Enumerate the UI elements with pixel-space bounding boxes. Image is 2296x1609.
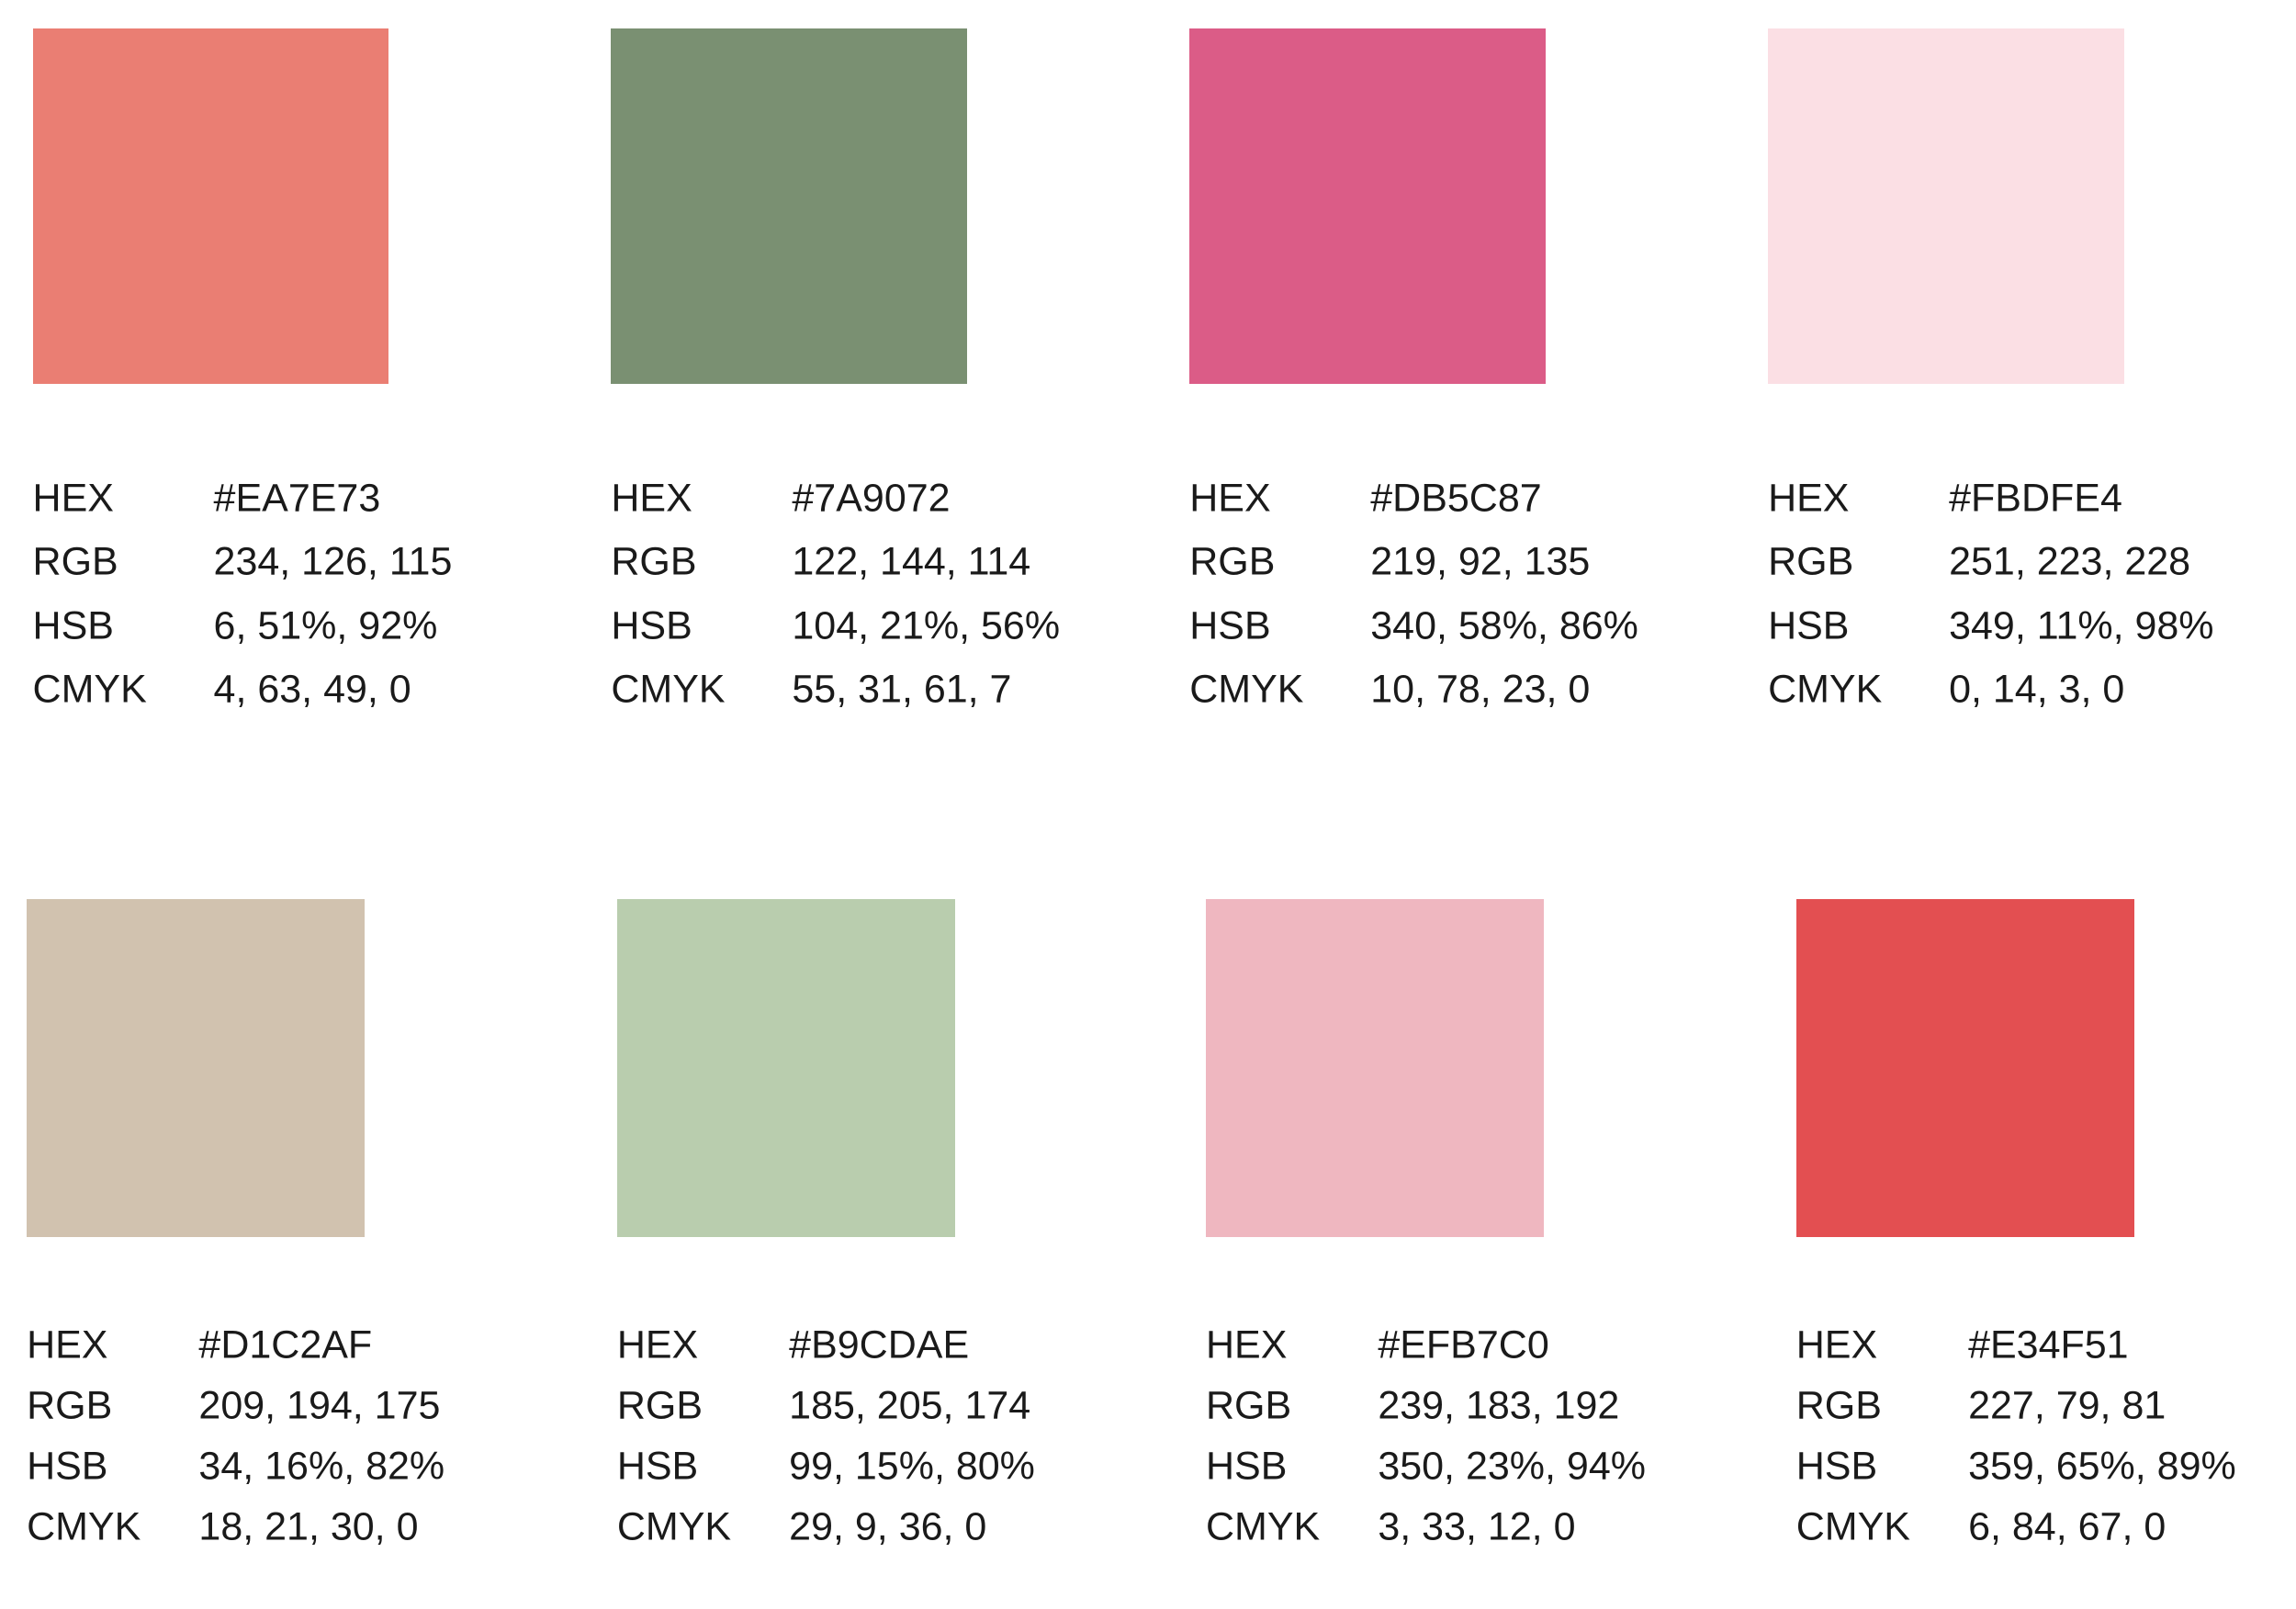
rgb-label: RGB [616, 1383, 703, 1428]
cmyk-value: 4, 63, 49, 0 [213, 667, 411, 712]
cmyk-label: CMYK [611, 667, 726, 712]
hex-label: HEX [611, 476, 692, 521]
hsb-value: 99, 15%, 80% [789, 1444, 1035, 1489]
hex-label: HEX [1205, 1322, 1288, 1367]
color-swatch [1189, 28, 1546, 385]
color-swatch [32, 28, 389, 385]
hex-label: HEX [616, 1322, 699, 1367]
color-swatch [1205, 898, 1545, 1237]
rgb-label: RGB [1205, 1383, 1292, 1428]
hex-label: HEX [1768, 476, 1850, 521]
rgb-value: 227, 79, 81 [1968, 1383, 2167, 1428]
rgb-label: RGB [1189, 539, 1276, 584]
hsb-label: HSB [611, 603, 692, 648]
cmyk-value: 6, 84, 67, 0 [1968, 1504, 2167, 1549]
rgb-value: 122, 144, 114 [792, 539, 1031, 584]
hsb-label: HSB [616, 1444, 699, 1489]
hsb-label: HSB [1768, 603, 1850, 648]
hsb-value: 349, 11%, 98% [1949, 603, 2214, 648]
hsb-value: 340, 58%, 86% [1370, 603, 1638, 648]
rgb-label: RGB [32, 539, 118, 584]
hsb-label: HSB [32, 603, 114, 648]
hex-value: #FBDFE4 [1949, 476, 2122, 521]
cmyk-value: 10, 78, 23, 0 [1370, 667, 1591, 712]
cmyk-value: 3, 33, 12, 0 [1378, 1504, 1576, 1549]
hsb-label: HSB [1795, 1444, 1878, 1489]
rgb-label: RGB [1795, 1383, 1882, 1428]
rgb-value: 234, 126, 115 [213, 539, 453, 584]
hex-value: #E34F51 [1968, 1322, 2129, 1367]
hex-label: HEX [32, 476, 114, 521]
cmyk-value: 0, 14, 3, 0 [1949, 667, 2125, 712]
color-swatch [27, 898, 366, 1237]
hsb-value: 104, 21%, 56% [792, 603, 1061, 648]
hex-label: HEX [27, 1322, 108, 1367]
hex-value: #7A9072 [792, 476, 951, 521]
hsb-label: HSB [27, 1444, 108, 1489]
color-swatch [616, 898, 956, 1237]
rgb-value: 219, 92, 135 [1370, 539, 1591, 584]
hex-label: HEX [1189, 476, 1271, 521]
rgb-value: 251, 223, 228 [1949, 539, 2191, 584]
rgb-label: RGB [611, 539, 697, 584]
hex-value: #EFB7C0 [1378, 1322, 1549, 1367]
hex-value: #D1C2AF [198, 1322, 373, 1367]
hex-value: #EA7E73 [213, 476, 381, 521]
rgb-value: 209, 194, 175 [198, 1383, 441, 1428]
cmyk-value: 55, 31, 61, 7 [792, 667, 1012, 712]
rgb-value: 185, 205, 174 [789, 1383, 1031, 1428]
hex-value: #B9CDAE [789, 1322, 970, 1367]
color-swatch [1795, 898, 2134, 1237]
color-swatch [611, 28, 967, 385]
cmyk-label: CMYK [1795, 1504, 1910, 1549]
rgb-value: 239, 183, 192 [1378, 1383, 1620, 1428]
hsb-label: HSB [1205, 1444, 1288, 1489]
color-swatch [1768, 28, 2124, 385]
cmyk-label: CMYK [1189, 667, 1304, 712]
cmyk-label: CMYK [32, 667, 147, 712]
cmyk-value: 29, 9, 36, 0 [789, 1504, 987, 1549]
hsb-value: 350, 23%, 94% [1378, 1444, 1646, 1489]
rgb-label: RGB [27, 1383, 113, 1428]
hex-value: #DB5C87 [1370, 476, 1542, 521]
cmyk-value: 18, 21, 30, 0 [198, 1504, 419, 1549]
hex-label: HEX [1795, 1322, 1878, 1367]
cmyk-label: CMYK [616, 1504, 732, 1549]
rgb-label: RGB [1768, 539, 1854, 584]
hsb-value: 359, 65%, 89% [1968, 1444, 2236, 1489]
cmyk-label: CMYK [27, 1504, 141, 1549]
hsb-label: HSB [1189, 603, 1271, 648]
cmyk-label: CMYK [1768, 667, 1883, 712]
cmyk-label: CMYK [1205, 1504, 1321, 1549]
hsb-value: 6, 51%, 92% [213, 603, 438, 648]
hsb-value: 34, 16%, 82% [198, 1444, 445, 1489]
